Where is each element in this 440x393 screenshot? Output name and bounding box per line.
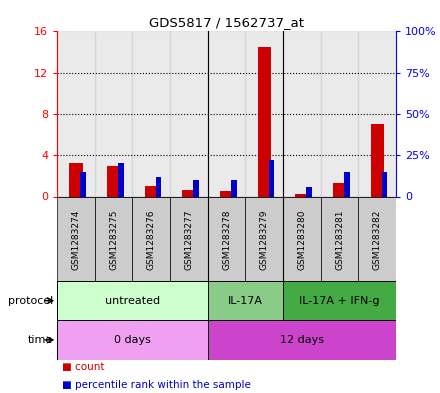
Bar bbox=[220, 191, 233, 196]
Bar bbox=[95, 196, 132, 283]
Bar bbox=[81, 172, 86, 196]
Text: GSM1283282: GSM1283282 bbox=[373, 209, 381, 270]
Bar bbox=[344, 172, 350, 196]
Bar bbox=[170, 31, 208, 196]
Text: GSM1283281: GSM1283281 bbox=[335, 209, 344, 270]
Text: 12 days: 12 days bbox=[280, 335, 324, 345]
Bar bbox=[208, 31, 246, 196]
Bar bbox=[57, 281, 208, 320]
Bar bbox=[70, 163, 83, 196]
Bar bbox=[95, 31, 132, 196]
Bar bbox=[321, 196, 358, 283]
Text: ■ percentile rank within the sample: ■ percentile rank within the sample bbox=[62, 380, 250, 390]
Bar bbox=[358, 196, 396, 283]
Bar bbox=[107, 165, 120, 196]
Bar bbox=[208, 281, 283, 320]
Bar bbox=[57, 31, 95, 196]
Bar bbox=[283, 196, 321, 283]
Text: 0 days: 0 days bbox=[114, 335, 151, 345]
Bar bbox=[283, 31, 321, 196]
Bar bbox=[145, 186, 158, 196]
Text: GSM1283274: GSM1283274 bbox=[72, 209, 81, 270]
Bar bbox=[208, 196, 246, 283]
Text: time: time bbox=[28, 335, 53, 345]
Bar bbox=[118, 163, 124, 196]
Title: GDS5817 / 1562737_at: GDS5817 / 1562737_at bbox=[149, 16, 304, 29]
Bar bbox=[381, 172, 387, 196]
Bar bbox=[283, 281, 396, 320]
Text: untreated: untreated bbox=[105, 296, 160, 306]
Bar bbox=[57, 196, 95, 283]
Bar bbox=[306, 187, 312, 196]
Bar bbox=[370, 124, 384, 196]
Text: GSM1283278: GSM1283278 bbox=[222, 209, 231, 270]
Text: GSM1283276: GSM1283276 bbox=[147, 209, 156, 270]
Text: IL-17A: IL-17A bbox=[228, 296, 263, 306]
Bar bbox=[231, 180, 237, 196]
Bar bbox=[321, 31, 358, 196]
Bar bbox=[57, 320, 208, 360]
Bar bbox=[208, 320, 396, 360]
Text: GSM1283280: GSM1283280 bbox=[297, 209, 306, 270]
Text: GSM1283275: GSM1283275 bbox=[109, 209, 118, 270]
Bar bbox=[132, 31, 170, 196]
Bar bbox=[246, 31, 283, 196]
Text: IL-17A + IFN-g: IL-17A + IFN-g bbox=[299, 296, 380, 306]
Bar bbox=[182, 190, 195, 196]
Text: GSM1283277: GSM1283277 bbox=[184, 209, 194, 270]
Bar bbox=[358, 31, 396, 196]
Text: GSM1283279: GSM1283279 bbox=[260, 209, 269, 270]
Bar bbox=[333, 183, 346, 196]
Bar bbox=[156, 177, 161, 196]
Bar bbox=[269, 160, 274, 196]
Bar bbox=[295, 195, 308, 196]
Bar bbox=[258, 47, 271, 196]
Text: protocol: protocol bbox=[7, 296, 53, 306]
Bar bbox=[132, 196, 170, 283]
Text: ■ count: ■ count bbox=[62, 362, 104, 373]
Bar bbox=[193, 180, 199, 196]
Bar bbox=[246, 196, 283, 283]
Bar bbox=[170, 196, 208, 283]
